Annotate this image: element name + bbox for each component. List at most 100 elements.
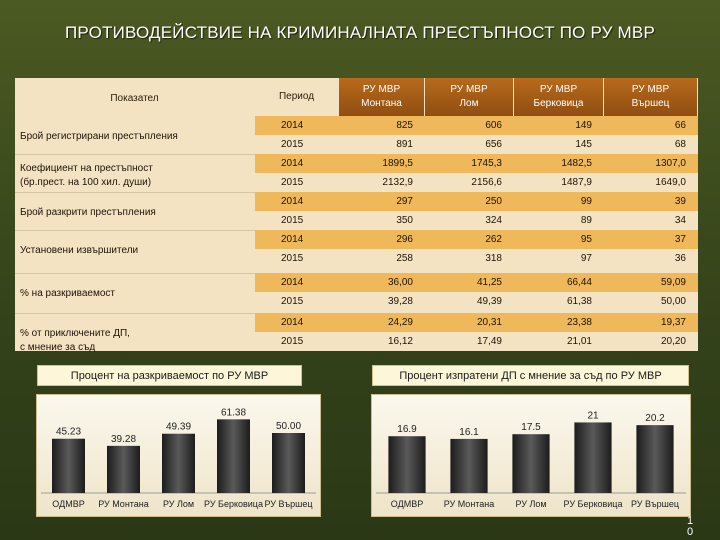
cell-value: 19,37 <box>660 317 686 328</box>
cell-value: 606 <box>485 120 502 131</box>
bar-value-label: 20.2 <box>645 413 665 424</box>
chart2-caption: Процент изпратени ДП с мнение за съд по … <box>372 365 689 386</box>
table-row: 2014 296 262 95 37 <box>255 230 698 249</box>
cell-value: 97 <box>580 253 592 264</box>
table-row: 2014 24,29 20,31 23,38 19,37 <box>255 313 698 332</box>
cell-value: 39,28 <box>387 296 413 307</box>
cell-value: 324 <box>485 215 502 226</box>
cell-value: 1899,5 <box>382 158 413 169</box>
bar-value-label: 49.39 <box>166 422 191 433</box>
bar-value-label: 39.28 <box>111 434 136 445</box>
cell-year: 2015 <box>281 336 304 347</box>
cell-value: 17,49 <box>476 336 502 347</box>
cell-value: 59,09 <box>660 277 686 288</box>
cell-value: 262 <box>485 234 502 245</box>
row-separator <box>15 192 255 193</box>
cell-year: 2014 <box>281 158 304 169</box>
bar-4 <box>636 425 674 493</box>
table-row: 2014 297 250 99 39 <box>255 192 698 211</box>
cell-value: 61,38 <box>566 296 592 307</box>
cell-value: 891 <box>396 139 413 150</box>
category-label: РУ Монтана <box>444 499 495 509</box>
category-label: РУ Берковица <box>564 499 623 509</box>
cell-value: 36,00 <box>387 277 413 288</box>
cell-value: 297 <box>396 196 413 207</box>
cell-value: 20,20 <box>660 336 686 347</box>
table-row: 2015 16,12 17,49 21,01 20,20 <box>255 332 698 351</box>
bar-4 <box>272 433 305 493</box>
cell-year: 2015 <box>281 139 304 150</box>
cell-value: 50,00 <box>660 296 686 307</box>
cell-value: 1649,0 <box>655 177 686 188</box>
row-separator <box>15 313 255 314</box>
row-group-label: % от приключените ДП, с мнение за съд <box>20 328 130 353</box>
cell-value: 68 <box>674 139 686 150</box>
bar-2 <box>512 434 550 493</box>
bar-1 <box>107 445 140 493</box>
cell-value: 21,01 <box>566 336 592 347</box>
cell-value: 37 <box>674 234 686 245</box>
bar-value-label: 61.38 <box>221 407 246 418</box>
header-berkovitsa: РУ МВР Берковица <box>514 78 604 116</box>
row-separator <box>15 154 255 155</box>
cell-value: 20,31 <box>476 317 502 328</box>
chart1-caption: Процент на разкриваемост по РУ МВР <box>37 365 302 386</box>
row-group-label: Брой регистрирани престъпления <box>20 131 178 142</box>
cell-year: 2015 <box>281 296 304 307</box>
table-row: 2015 350 324 89 34 <box>255 211 698 230</box>
category-label: РУ Вършец <box>264 499 312 509</box>
cell-value: 656 <box>485 139 502 150</box>
row-group-label: Брой разкрити престъпления <box>20 207 156 218</box>
table-row: 2014 825 606 149 66 <box>255 116 698 135</box>
category-label: ОДМВР <box>391 499 423 509</box>
cell-value: 1487,9 <box>561 177 592 188</box>
bar-0 <box>388 436 426 493</box>
cell-value: 258 <box>396 253 413 264</box>
table-row: 2014 1899,5 1745,3 1482,5 1307,0 <box>255 154 698 173</box>
cell-value: 49,39 <box>476 296 502 307</box>
cell-value: 23,38 <box>566 317 592 328</box>
cell-value: 2132,9 <box>382 177 413 188</box>
header-lom: РУ МВР Лом <box>425 78 514 116</box>
bar-3 <box>574 422 612 493</box>
row-separator <box>15 273 255 274</box>
cell-value: 34 <box>674 215 686 226</box>
category-label: РУ Вършец <box>631 499 679 509</box>
cell-value: 95 <box>580 234 592 245</box>
cell-value: 24,29 <box>387 317 413 328</box>
row-group-label: % на разкриваемост <box>20 288 115 299</box>
cell-value: 296 <box>396 234 413 245</box>
header-period: Период <box>255 78 339 116</box>
cell-value: 66,44 <box>566 277 592 288</box>
cell-value: 16,12 <box>387 336 413 347</box>
cell-value: 825 <box>396 120 413 131</box>
cell-year: 2015 <box>281 177 304 188</box>
cell-year: 2014 <box>281 196 304 207</box>
bar-value-label: 21 <box>587 410 599 421</box>
cell-value: 39 <box>674 196 686 207</box>
bar-value-label: 16.9 <box>397 424 417 435</box>
cell-value: 36 <box>674 253 686 264</box>
bar-0 <box>52 438 85 493</box>
table-row: 2015 39,28 49,39 61,38 50,00 <box>255 292 698 311</box>
statistics-table: Показател Период РУ МВР Монтана РУ МВР Л… <box>15 78 698 353</box>
row-separator <box>15 230 255 231</box>
table-row: 2014 36,00 41,25 66,44 59,09 <box>255 273 698 292</box>
table-row: 2015 258 318 97 36 <box>255 249 698 268</box>
row-group-label: Установени извършители <box>20 245 139 256</box>
chart1-plot: 45.23 ОДМВР 39.28 РУ Монтана 49.39 РУ Лом 61.3… <box>41 407 316 509</box>
cell-value: 99 <box>580 196 592 207</box>
cell-value: 250 <box>485 196 502 207</box>
cell-year: 2015 <box>281 215 304 226</box>
category-label: РУ Монтана <box>98 499 149 509</box>
cell-value: 2156,6 <box>471 177 502 188</box>
cell-year: 2014 <box>281 317 304 328</box>
page-number: 1 0 <box>686 515 694 538</box>
chart1-panel: 45.23 ОДМВР 39.28 РУ Монтана 49.39 РУ Лом 61.3… <box>36 394 321 517</box>
bar-3 <box>217 419 250 493</box>
chart2-panel: 16.9 ОДМВР 16.1 РУ Монтана 17.5 РУ Лом 21 РУ Бе… <box>371 394 691 517</box>
cell-year: 2014 <box>281 120 304 131</box>
table-header-row: Показател Период РУ МВР Монтана РУ МВР Л… <box>15 78 698 116</box>
header-indicator: Показател <box>15 78 255 116</box>
cell-value: 1482,5 <box>561 158 592 169</box>
